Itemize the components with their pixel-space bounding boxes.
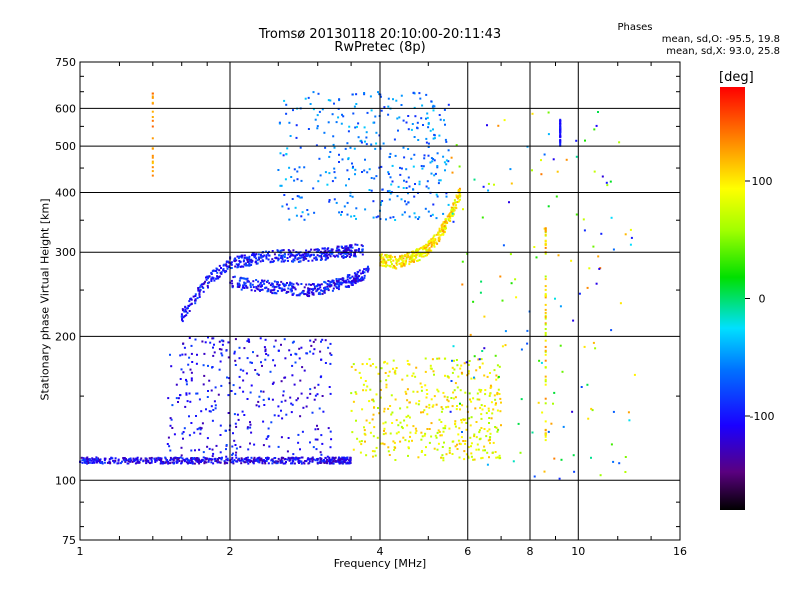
y-tick-label: 300 <box>55 246 76 259</box>
x-tick-label: 8 <box>527 545 534 558</box>
y-tick-label: 100 <box>55 474 76 487</box>
x-axis-label: Frequency [MHz] <box>333 557 427 570</box>
stats-x-mode: mean, sd,X: 93.0, 25.8 <box>666 46 780 57</box>
chart-subtitle: RwPretec (8p) <box>334 40 426 55</box>
x-tick-label: 16 <box>673 545 687 558</box>
y-tick-label: 600 <box>55 102 76 115</box>
y-tick-label: 75 <box>62 534 76 547</box>
x-tick-label: 2 <box>227 545 234 558</box>
y-tick-label: 200 <box>55 330 76 343</box>
colorbar-label: [deg] <box>719 70 754 85</box>
stats-heading: Phases <box>617 22 653 33</box>
data-points <box>79 91 636 480</box>
y-tick-label: 500 <box>55 140 76 153</box>
x-tick-label: 4 <box>377 545 384 558</box>
plot-frame <box>79 61 681 541</box>
x-tick-label: 6 <box>464 545 471 558</box>
x-tick-label: 10 <box>571 545 585 558</box>
axis-ticks: 1 2 4 6 8 10 16 75 100 200 300 400 500 600 750 <box>55 56 687 558</box>
x-tick-label: 1 <box>77 545 84 558</box>
grid-lines <box>80 62 680 540</box>
y-tick-label: 400 <box>55 186 76 199</box>
stats-o-mode: mean, sd,O: -95.5, 19.8 <box>661 34 780 45</box>
chart-title: Tromsø 20130118 20:10:00-20:11:43 <box>258 27 502 42</box>
y-tick-label: 750 <box>55 56 76 69</box>
